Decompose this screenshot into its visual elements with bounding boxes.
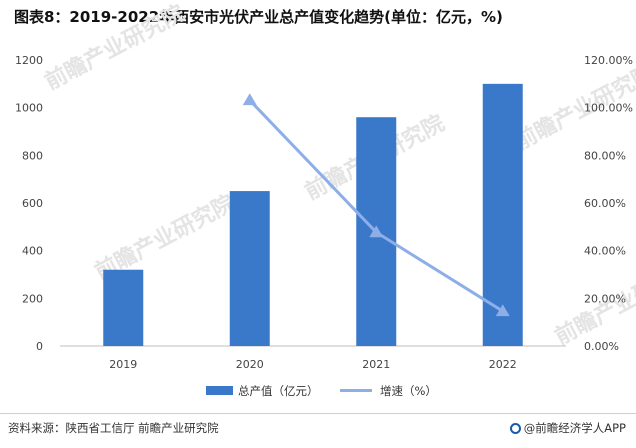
y-left-tick-label: 600 bbox=[22, 197, 43, 210]
line-series bbox=[242, 93, 510, 317]
brand: @前瞻经济学人APP bbox=[509, 420, 626, 436]
source-note: 资料来源：陕西省工信厅 前瞻产业研究院 bbox=[8, 421, 219, 435]
x-tick-label: 2019 bbox=[109, 358, 137, 371]
y-left-tick-label: 1000 bbox=[15, 102, 43, 115]
bar bbox=[103, 269, 144, 346]
y-axis-left: 0 200 400 600 800 1000 1200 bbox=[15, 54, 43, 353]
x-tick-label: 2021 bbox=[362, 358, 390, 371]
legend-label-line: 增速（%） bbox=[380, 384, 437, 398]
y-right-tick-label: 0.00% bbox=[584, 340, 619, 353]
x-axis-labels: 2019 2020 2021 2022 bbox=[109, 358, 517, 371]
brand-label: @前瞻经济学人APP bbox=[523, 421, 626, 435]
y-left-tick-label: 800 bbox=[22, 149, 43, 162]
growth-point bbox=[495, 304, 510, 317]
watermark-text: 前瞻产业研究院 bbox=[41, 0, 189, 95]
bar bbox=[229, 191, 270, 346]
y-right-tick-label: 60.00% bbox=[584, 197, 626, 210]
bar-series bbox=[103, 83, 523, 346]
x-tick-label: 2020 bbox=[236, 358, 264, 371]
y-axis-right: 0.00% 20.00% 40.00% 60.00% 80.00% 100.00% 120.… bbox=[584, 54, 633, 353]
y-left-tick-label: 200 bbox=[22, 292, 43, 305]
y-left-tick-label: 0 bbox=[36, 340, 43, 353]
y-right-tick-label: 40.00% bbox=[584, 245, 626, 258]
y-right-tick-label: 120.00% bbox=[584, 54, 633, 67]
legend-label-bar: 总产值（亿元） bbox=[238, 384, 319, 398]
growth-point bbox=[369, 225, 384, 238]
growth-point bbox=[242, 93, 257, 106]
y-right-tick-label: 20.00% bbox=[584, 292, 626, 305]
legend-swatch-bar bbox=[206, 386, 233, 395]
y-right-tick-label: 80.00% bbox=[584, 149, 626, 162]
x-tick-label: 2022 bbox=[489, 358, 517, 371]
brand-logo-icon bbox=[509, 422, 521, 434]
y-right-tick-label: 100.00% bbox=[584, 102, 633, 115]
y-left-tick-label: 400 bbox=[22, 245, 43, 258]
chart: 前瞻产业研究院前瞻产业研究院前瞻产业研究院前瞻产业研究院前瞻产业研究院 0200… bbox=[15, 0, 636, 398]
chart-title: 图表8：2019-2022年西安市光伏产业总产值变化趋势(单位：亿元，%) bbox=[14, 8, 503, 26]
footer-divider bbox=[0, 413, 636, 414]
legend: 总产值（亿元） 增速（%） bbox=[206, 384, 437, 398]
y-left-tick-label: 1200 bbox=[15, 54, 43, 67]
